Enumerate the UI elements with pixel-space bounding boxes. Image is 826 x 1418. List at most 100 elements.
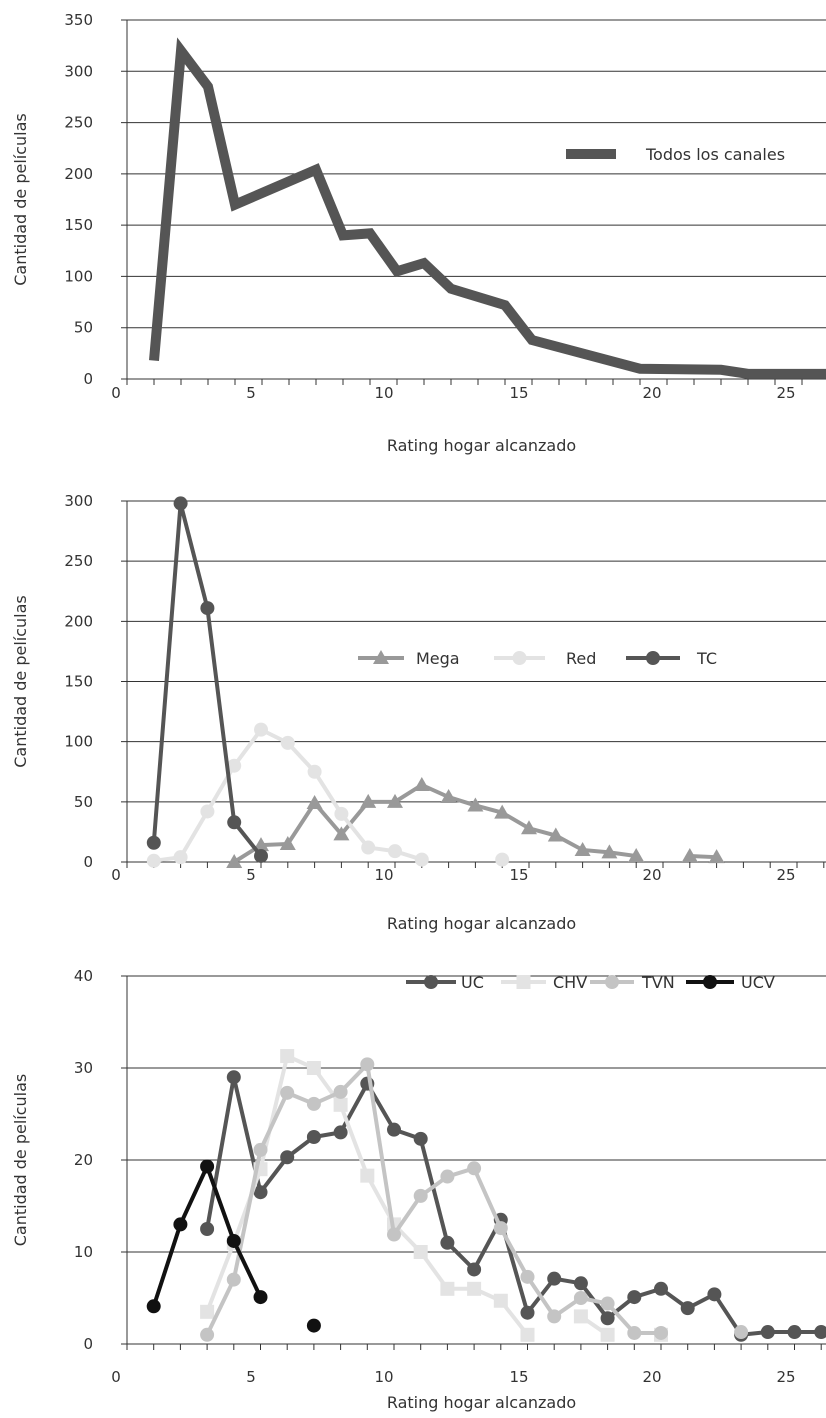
x-tick-label: 10 [374, 866, 393, 884]
data-point [253, 1290, 268, 1305]
data-point [547, 827, 564, 842]
legend-marker [605, 975, 619, 989]
data-point [440, 1281, 455, 1296]
legend: UC CHV TVN UCV [406, 973, 775, 992]
data-point [306, 1318, 321, 1333]
data-point [600, 1311, 615, 1326]
data-point [440, 1169, 455, 1184]
y-tick-label: 50 [74, 793, 93, 811]
x-axis-title: Rating hogar alcanzado [387, 914, 576, 933]
x-tick-label: 5 [246, 1368, 256, 1386]
chart-panel-1: 0 50 100 150 200 250 300 350 0 5 10 15 20 25 Rating ho… [11, 11, 826, 455]
data-point [520, 1327, 535, 1342]
data-point [280, 1150, 295, 1165]
data-point [146, 835, 161, 850]
data-point [467, 1281, 482, 1296]
data-point [253, 1142, 268, 1157]
data-point [334, 806, 349, 821]
y-tick-label: 40 [74, 967, 93, 985]
x-axis-title: Rating hogar alcanzado [387, 436, 576, 455]
data-point [253, 837, 269, 852]
data-point [601, 844, 618, 859]
x-tick-label: 20 [642, 1368, 661, 1386]
data-point [306, 1130, 321, 1144]
data-point [467, 1161, 482, 1176]
x-tick-label: 10 [374, 384, 393, 402]
y-tick-label: 200 [64, 165, 93, 183]
legend-label: UC [461, 973, 484, 992]
y-axis-title: Cantidad de películas [11, 113, 30, 286]
y-tick-label: 250 [64, 552, 93, 570]
data-point [306, 1096, 321, 1111]
legend-marker [646, 651, 660, 665]
y-axis-title: Cantidad de películas [11, 595, 30, 768]
data-point [413, 1131, 428, 1146]
data-point [520, 1305, 535, 1320]
legend-marker [516, 975, 531, 989]
y-tick-label: 100 [64, 267, 93, 285]
data-point [226, 1233, 241, 1248]
x-tick-label: 25 [776, 1368, 795, 1386]
legend-label: TC [696, 649, 717, 668]
data-point [627, 1290, 642, 1305]
data-point [360, 1057, 375, 1072]
series-tc [146, 496, 268, 863]
y-tick-label: 300 [64, 492, 93, 510]
x-tick-label: 15 [509, 384, 528, 402]
data-point [520, 1269, 535, 1284]
y-tick-label: 0 [83, 853, 93, 871]
series-line [149, 37, 826, 379]
y-tick-label: 50 [74, 319, 93, 337]
x-tick-label: 15 [509, 1368, 528, 1386]
data-point [734, 1325, 749, 1340]
data-point [413, 1188, 428, 1203]
data-point [226, 1070, 241, 1085]
x-tick-label: 0 [111, 384, 121, 402]
x-tick-label: 5 [246, 866, 256, 884]
data-point [253, 1185, 268, 1200]
y-axis-title: Cantidad de películas [11, 1074, 30, 1247]
x-axis-title: Rating hogar alcanzado [387, 1393, 576, 1412]
data-point [493, 1221, 508, 1236]
series-line [233, 782, 637, 864]
data-point [760, 1325, 775, 1340]
data-point [600, 1296, 615, 1311]
legend-label: CHV [553, 973, 587, 992]
data-point [360, 1168, 375, 1183]
data-point [333, 1097, 348, 1112]
data-point [279, 835, 296, 850]
legend-marker [424, 975, 438, 989]
data-point [521, 820, 537, 835]
legend-label: UCV [741, 973, 775, 992]
data-point [680, 1301, 695, 1316]
legend-marker [373, 650, 389, 664]
data-point [547, 1309, 562, 1324]
data-point [200, 1159, 215, 1174]
legend: Todos los canales [566, 145, 785, 164]
data-point [200, 1222, 215, 1236]
data-point [654, 1325, 668, 1340]
data-point [414, 852, 429, 867]
data-point [173, 1217, 188, 1232]
data-point [573, 1276, 588, 1291]
data-point [627, 1325, 642, 1340]
data-point [360, 793, 377, 808]
legend-label: Red [566, 649, 596, 668]
data-point [280, 1085, 295, 1100]
series-ucv [146, 1159, 321, 1333]
data-point [200, 1304, 215, 1319]
series-mega [226, 776, 725, 868]
y-tick-label: 0 [83, 1335, 93, 1353]
x-tick-label: 25 [776, 384, 795, 402]
data-point [226, 854, 243, 868]
data-point [467, 797, 484, 812]
data-point [787, 1325, 802, 1340]
x-tick-label: 25 [776, 866, 795, 884]
y-tick-label: 0 [83, 370, 93, 388]
y-tick-label: 150 [64, 216, 93, 234]
data-point [254, 848, 268, 863]
data-point [200, 601, 215, 616]
data-point [573, 1309, 588, 1324]
y-tick-label: 10 [74, 1243, 93, 1261]
